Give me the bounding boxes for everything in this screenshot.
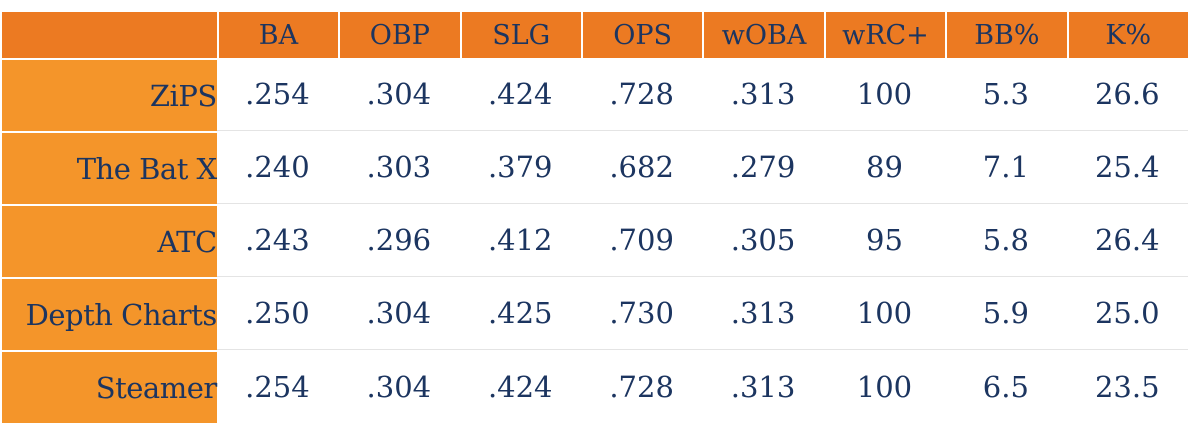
- cell-woba: .313: [702, 58, 824, 131]
- column-header-woba: wOBA: [702, 12, 824, 58]
- cell-wrc-plus: 100: [856, 369, 913, 404]
- cell-wrc-plus: 100: [823, 58, 946, 131]
- cell-k-pct: 26.4: [1066, 204, 1188, 277]
- cell-slg: .379: [459, 131, 581, 204]
- column-header-bb-pct: BB%: [945, 12, 1067, 58]
- row-label: ZiPS: [2, 58, 217, 131]
- table-row: Steamer .254 .304 .424 .728 .313 100 6.5 23.5: [2, 350, 1188, 423]
- column-header-obp: OBP: [338, 12, 460, 58]
- cell-bb-pct: 7.1: [945, 131, 1067, 204]
- cell-ops: .730: [580, 277, 703, 350]
- cell-obp: .303: [338, 131, 460, 204]
- cell-woba: .313: [702, 277, 824, 350]
- cell-bb-pct: 6.5: [982, 369, 1029, 404]
- column-header-slg: SLG: [459, 12, 581, 58]
- cell-k-pct: 23.5: [1094, 369, 1160, 404]
- table-body: ZiPS .254.304.424.728.313 100 5.3 26.6 The Ba…: [2, 58, 1188, 423]
- cell-woba: .279: [702, 131, 824, 204]
- cell-obp: .304: [338, 58, 460, 131]
- cell-slg: .424: [487, 369, 553, 404]
- header-row: BA OBP SLG OPS wOBA wRC+ BB% K%: [2, 12, 1188, 58]
- cell-ops: .728: [609, 369, 674, 404]
- cell-woba: .305: [702, 204, 824, 277]
- row-label: Steamer: [2, 350, 217, 423]
- cell-obp: .304: [338, 277, 460, 350]
- cell-bb-pct: 5.3: [945, 58, 1067, 131]
- row-label: Depth Charts: [2, 277, 217, 350]
- table-row: The Bat X .240.303.379.682.279 89 7.1 25.4: [2, 131, 1188, 204]
- table-row: ZiPS .254.304.424.728.313 100 5.3 26.6: [2, 58, 1188, 131]
- cell-slg: .412: [459, 204, 581, 277]
- cell-k-pct: 25.0: [1066, 277, 1188, 350]
- column-header-k-pct: K%: [1066, 12, 1188, 58]
- cell-slg: .424: [459, 58, 581, 131]
- cell-wrc-plus: 95: [823, 204, 946, 277]
- cell-k-pct: 26.6: [1066, 58, 1188, 131]
- cell-obp: .304: [366, 369, 432, 404]
- cell-obp: .296: [338, 204, 460, 277]
- table-row: Depth Charts .250.304.425.730.313 100 5.9 25…: [2, 277, 1188, 350]
- cell-ba: .243: [216, 204, 339, 277]
- cell-ba: .250: [216, 277, 339, 350]
- cell-ops: .682: [580, 131, 703, 204]
- cell-bb-pct: 5.8: [945, 204, 1067, 277]
- column-header-ops: OPS: [580, 12, 703, 58]
- cell-ops: .709: [580, 204, 703, 277]
- cell-bb-pct: 5.9: [945, 277, 1067, 350]
- cell-wrc-plus: 100: [823, 277, 946, 350]
- row-label: ATC: [2, 204, 217, 277]
- header-corner-cell: [2, 12, 217, 58]
- cell-ba: .240: [216, 131, 339, 204]
- projections-table: BA OBP SLG OPS wOBA wRC+ BB% K% ZiPS .254…: [2, 12, 1188, 423]
- column-header-ba: BA: [216, 12, 339, 58]
- cell-wrc-plus: 89: [823, 131, 946, 204]
- cell-ba: .254: [216, 58, 339, 131]
- cell-ba: .254: [245, 369, 310, 404]
- table-row: ATC .243.296.412.709.305 95 5.8 26.4: [2, 204, 1188, 277]
- cell-slg: .425: [459, 277, 581, 350]
- cell-ops: .728: [580, 58, 703, 131]
- row-label: The Bat X: [2, 131, 217, 204]
- cell-k-pct: 25.4: [1066, 131, 1188, 204]
- cell-woba: .313: [730, 369, 796, 404]
- column-header-wrc-plus: wRC+: [823, 12, 946, 58]
